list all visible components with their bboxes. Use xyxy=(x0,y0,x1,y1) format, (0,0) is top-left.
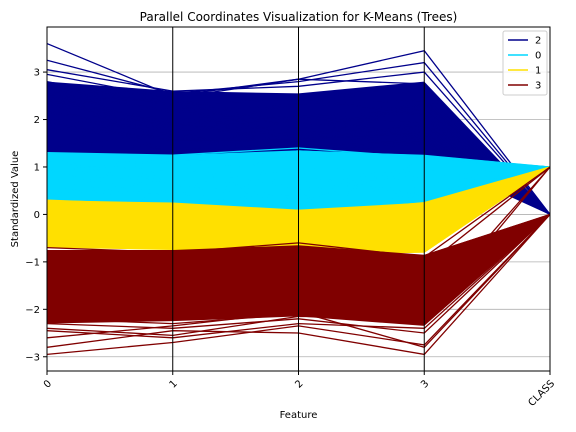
y-tick-label: 3 xyxy=(34,68,40,79)
y-tick-label: −2 xyxy=(25,305,40,316)
x-tick-label: 2 xyxy=(293,378,305,390)
x-tick-label: 0 xyxy=(42,378,54,390)
legend-label: 0 xyxy=(535,51,541,62)
y-tick-label: 0 xyxy=(34,210,40,221)
x-axis: 0 1 2 3 CLASS xyxy=(42,371,557,409)
legend-label: 3 xyxy=(535,81,541,92)
plot-area xyxy=(46,26,551,372)
chart-title: Parallel Coordinates Visualization for K… xyxy=(140,10,458,24)
x-axis-label: Feature xyxy=(280,410,318,421)
legend-label: 2 xyxy=(535,36,541,47)
y-tick-label: −1 xyxy=(25,257,40,268)
y-axis-label: Standardized Value xyxy=(10,151,21,248)
legend-label: 1 xyxy=(535,66,541,77)
x-tick-label: CLASS xyxy=(526,378,557,409)
x-tick-label: 1 xyxy=(168,378,180,390)
y-tick-label: −3 xyxy=(25,352,40,363)
x-tick-label: 3 xyxy=(419,378,431,390)
legend-box xyxy=(502,30,548,96)
y-axis: −3 −2 −1 0 1 2 3 xyxy=(25,68,47,363)
y-tick-label: 1 xyxy=(34,162,40,173)
y-tick-label: 2 xyxy=(34,115,40,126)
